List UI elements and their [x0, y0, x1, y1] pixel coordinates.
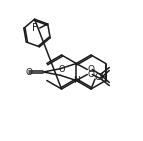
Text: F: F — [32, 23, 37, 33]
Text: O: O — [88, 70, 95, 79]
Text: O: O — [88, 65, 95, 74]
Text: OH: OH — [94, 73, 108, 82]
Text: N: N — [73, 76, 80, 85]
Text: O: O — [59, 65, 65, 74]
Text: O: O — [25, 68, 32, 77]
